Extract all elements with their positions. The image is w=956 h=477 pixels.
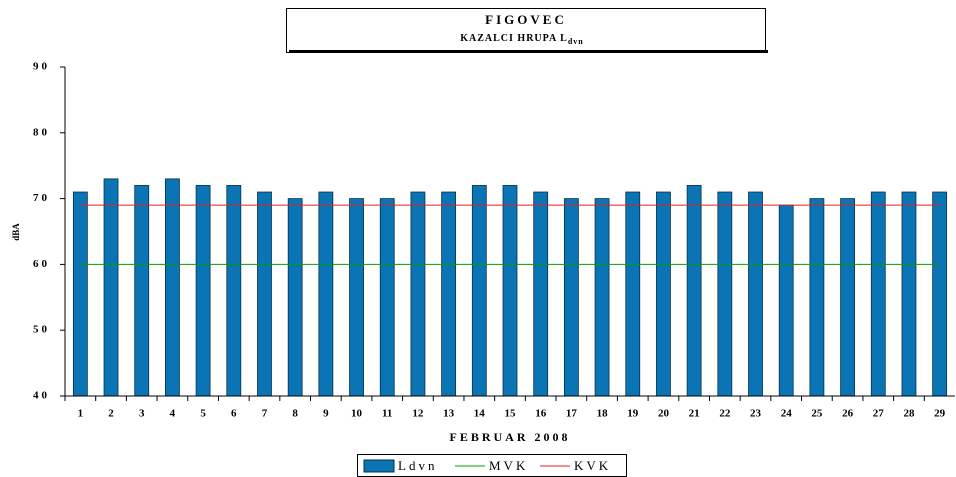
chart-title: FIGOVEC (485, 12, 567, 27)
x-tick-label: 1 (78, 408, 84, 420)
x-tick-label: 14 (474, 408, 486, 420)
x-axis-label: FEBRUAR 2008 (449, 430, 570, 444)
x-tick-label: 23 (750, 408, 762, 420)
x-tick-label: 15 (505, 408, 517, 420)
bar (533, 191, 549, 397)
y-axis-label: dBA (11, 223, 21, 241)
y-tick-label: 40 (33, 390, 50, 402)
y-tick-label: 50 (33, 324, 50, 336)
x-tick-label: 13 (443, 408, 455, 420)
bar (502, 185, 518, 397)
y-tick-label: 90 (33, 61, 50, 73)
x-tick-label: 8 (292, 408, 298, 420)
legend-label: MVK (489, 458, 528, 473)
chart-subtitle: KAZALCI HRUPA Ldvn (460, 33, 584, 46)
bar (932, 191, 948, 397)
x-tick-label: 18 (597, 408, 609, 420)
x-tick-label: 27 (873, 408, 885, 420)
bar (901, 191, 917, 397)
x-tick-label: 22 (719, 408, 731, 420)
x-tick-label: 11 (382, 408, 392, 420)
bar (195, 185, 211, 397)
bar (410, 191, 426, 397)
x-tick-label: 2 (108, 408, 114, 420)
bar (318, 191, 334, 397)
title-box (286, 8, 766, 53)
x-tick-label: 21 (689, 408, 700, 420)
bar (840, 198, 855, 397)
bar (165, 178, 180, 397)
bar (686, 185, 702, 397)
bar (778, 204, 794, 397)
x-tick-label: 29 (934, 408, 946, 420)
bar (625, 191, 641, 397)
bar (471, 185, 487, 397)
x-tick-label: 12 (412, 408, 424, 420)
x-tick-label: 6 (231, 408, 237, 420)
x-tick-label: 28 (903, 408, 915, 420)
legend-label: KVK (574, 458, 611, 473)
x-tick-label: 4 (170, 408, 176, 420)
x-tick-label: 24 (781, 408, 793, 420)
x-tick-label: 26 (842, 408, 854, 420)
subtitle-subscript: dvn (568, 37, 584, 46)
legend: Ldvn MVK KVK (363, 458, 611, 473)
bar (441, 191, 457, 397)
bar (594, 198, 610, 397)
x-tick-label: 25 (811, 408, 823, 420)
legend-label: Ldvn (398, 458, 437, 473)
x-tick-label: 9 (323, 408, 329, 420)
bar (257, 191, 272, 397)
bar (809, 198, 825, 397)
bar (103, 178, 119, 397)
bar (717, 191, 733, 397)
x-tick-label: 20 (658, 408, 670, 420)
bar (748, 191, 763, 397)
bar (379, 198, 395, 397)
subtitle-text: KAZALCI HRUPA L (460, 33, 568, 44)
x-tick-label: 16 (535, 408, 547, 420)
bar (72, 191, 88, 397)
x-tick-label: 19 (627, 408, 639, 420)
bar (349, 198, 364, 397)
bar (226, 185, 242, 397)
bar (656, 191, 671, 397)
x-tick-label: 7 (262, 408, 268, 420)
x-tick-label: 5 (200, 408, 206, 420)
x-tick-label: 17 (566, 408, 578, 420)
bar (134, 185, 150, 397)
bar (563, 198, 579, 397)
y-tick-label: 60 (33, 258, 50, 270)
y-tick-label: 80 (33, 126, 50, 138)
title-box-shadow (289, 50, 768, 53)
bar (287, 198, 303, 397)
legend-swatch (363, 459, 395, 473)
x-tick-label: 3 (139, 408, 145, 420)
bar (870, 191, 886, 397)
x-tick-label: 10 (351, 408, 363, 420)
y-tick-label: 70 (33, 192, 50, 204)
